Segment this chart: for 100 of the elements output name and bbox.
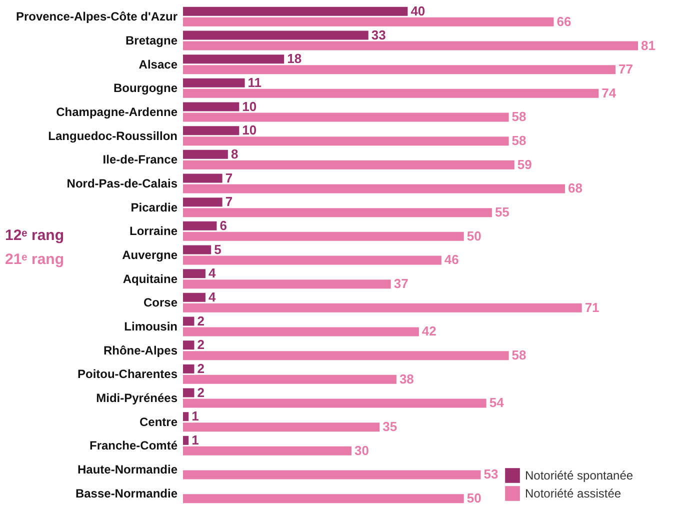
y-tick-label: Haute-Normandie	[77, 462, 178, 476]
bar	[183, 256, 442, 265]
data-label: 5	[214, 242, 222, 257]
data-label: 33	[371, 27, 386, 42]
data-label: 2	[197, 360, 204, 376]
bar	[183, 126, 240, 136]
y-tick-label: Ile-de-France	[102, 152, 178, 167]
bar	[183, 303, 582, 312]
y-tick-label: Nord-Pas-de-Calais	[66, 176, 178, 191]
bar	[183, 54, 284, 64]
bar	[183, 374, 396, 384]
y-tick-label: Corse	[143, 296, 178, 310]
y-tick-label: Bourgogne	[114, 81, 178, 96]
bar	[183, 269, 206, 278]
bar	[183, 78, 245, 88]
data-label: 77	[618, 62, 633, 77]
bar	[183, 6, 408, 16]
data-label: 40	[410, 3, 426, 18]
bar	[183, 280, 391, 289]
y-tick-label: Aquitaine	[122, 272, 178, 286]
data-label: 71	[584, 300, 600, 315]
data-label: 35	[382, 419, 398, 434]
bar	[183, 422, 380, 432]
data-label: 50	[466, 228, 482, 244]
data-label: 6	[220, 218, 227, 233]
data-label: 11	[248, 74, 262, 90]
bar	[183, 174, 222, 183]
data-label: 42	[422, 324, 436, 339]
bar	[183, 340, 194, 350]
data-label: 7	[225, 194, 233, 210]
data-label: 2	[197, 384, 204, 400]
y-tick-label: Franche-Comté	[89, 438, 178, 453]
bar	[183, 494, 464, 504]
data-label: 50	[466, 490, 482, 506]
data-label: 30	[354, 442, 369, 458]
bar	[183, 388, 194, 398]
y-tick-label: Alsace	[138, 57, 178, 72]
data-label: 53	[484, 466, 498, 482]
bar	[183, 351, 509, 360]
bar	[183, 446, 352, 456]
bar	[183, 184, 565, 194]
y-tick-label: Provence-Alpes-Côte d'Azur	[16, 10, 178, 24]
data-label: 37	[394, 276, 408, 292]
y-tick-label: Bretagne	[125, 34, 178, 48]
bar	[183, 17, 554, 26]
y-tick-label: Auvergne	[122, 248, 178, 262]
data-label: 4	[208, 289, 216, 304]
bar	[183, 436, 189, 445]
data-label: 54	[489, 395, 505, 410]
data-label: 7	[225, 170, 233, 186]
bar	[183, 316, 194, 326]
bar	[183, 30, 368, 40]
bar	[183, 88, 599, 98]
data-label: 58	[512, 109, 526, 124]
data-label: 68	[568, 180, 582, 196]
data-label: 2	[197, 337, 204, 352]
bar	[183, 41, 638, 50]
y-tick-label: Lorraine	[129, 224, 178, 238]
bar	[183, 470, 481, 480]
data-label: 81	[641, 38, 656, 53]
bar	[183, 232, 464, 241]
text: 21ᵉ rang	[5, 251, 64, 268]
data-label: 4	[208, 266, 216, 281]
data-label: 10	[242, 98, 257, 114]
bar	[183, 198, 222, 207]
bar	[183, 102, 240, 112]
data-label: 59	[517, 156, 532, 172]
y-tick-label: Languedoc-Roussillon	[48, 128, 178, 143]
y-tick-label: Limousin	[124, 319, 178, 334]
data-label: 46	[444, 252, 459, 268]
data-label: 18	[287, 51, 302, 66]
bar	[183, 292, 206, 302]
bar	[183, 208, 492, 218]
bar	[183, 150, 228, 159]
y-tick-label: Champagne-Ardenne	[56, 105, 178, 120]
data-label: 8	[230, 146, 238, 162]
bar	[183, 160, 514, 170]
text: 12ᵉ rang	[5, 227, 64, 244]
bar	[183, 221, 217, 230]
y-tick-label: Centre	[139, 414, 178, 429]
y-tick-label: Basse-Normandie	[75, 486, 178, 500]
y-tick-label: Poitou-Charentes	[77, 367, 178, 382]
data-label: 2	[197, 313, 204, 328]
bar	[183, 112, 509, 122]
legend-label: Notoriété spontanée	[525, 468, 634, 482]
data-label: 38	[399, 371, 414, 386]
bar	[183, 245, 212, 254]
bar	[183, 136, 509, 146]
data-label: 66	[556, 14, 572, 29]
bar	[183, 65, 616, 74]
bar	[183, 364, 194, 374]
data-label: 10	[242, 122, 257, 138]
bar	[183, 398, 486, 408]
data-label: 74	[602, 85, 617, 100]
data-label: 1	[192, 432, 199, 448]
y-tick-label: Picardie	[130, 200, 178, 214]
data-label: 1	[192, 408, 199, 424]
y-tick-label: Midi-Pyrénées	[96, 390, 178, 405]
data-label: 58	[512, 133, 526, 148]
bar	[183, 412, 189, 422]
